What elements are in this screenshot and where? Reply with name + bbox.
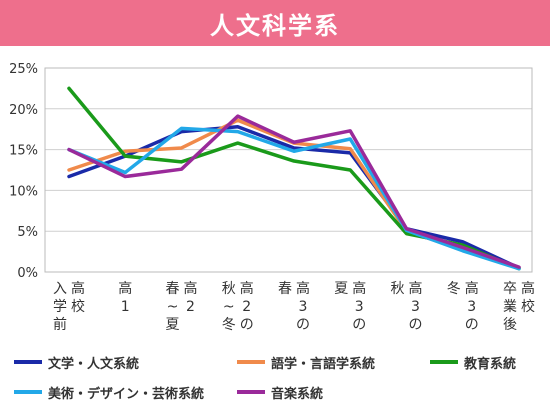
legend-label: 音楽系統 — [271, 386, 324, 402]
legend-swatch — [237, 390, 265, 394]
x-tick-label: 冬高 3 の — [447, 280, 479, 333]
legend-item: 教育系統 — [430, 352, 516, 372]
legend-label: 美術・デザイン・芸術系統 — [48, 386, 205, 402]
svg-text:校: 校 — [521, 298, 535, 315]
x-tick-label: 入学前 高校 — [53, 280, 85, 333]
legend-label: 文学・人文系統 — [48, 356, 140, 372]
legend-swatch — [14, 390, 42, 394]
svg-text:秋: 秋 — [391, 281, 405, 297]
svg-text:秋: 秋 — [222, 281, 236, 297]
svg-text:学: 学 — [53, 299, 67, 315]
svg-text:業: 業 — [503, 299, 517, 315]
legend-item: 音楽系統 — [237, 382, 323, 402]
svg-text:春: 春 — [166, 281, 180, 297]
svg-text:高: 高 — [184, 280, 198, 297]
svg-text:入: 入 — [53, 281, 67, 297]
svg-text:高: 高 — [352, 280, 366, 297]
svg-text:2: 2 — [242, 299, 251, 315]
svg-text:~: ~ — [167, 299, 179, 315]
svg-text:前: 前 — [53, 316, 67, 333]
x-tick-label: 高1 — [118, 280, 132, 315]
svg-text:3: 3 — [411, 299, 420, 315]
x-tick-label: 春 ~ 夏 高 2 — [166, 280, 198, 333]
legend-swatch — [14, 360, 42, 364]
svg-text:冬: 冬 — [447, 281, 461, 297]
title-bar: 人文科学系 — [0, 0, 550, 46]
svg-text:夏: 夏 — [166, 317, 180, 333]
svg-text:の: の — [240, 317, 254, 333]
legend-label: 語学・言語学系統 — [271, 356, 376, 372]
x-tick-label: 秋 ~ 冬 高 2 の — [222, 280, 254, 333]
svg-text:の: の — [409, 317, 423, 333]
legend: 文学・人文系統 語学・言語学系統 教育系統美術・デザイン・芸術系統 音楽系統 — [0, 342, 550, 419]
svg-text:高: 高 — [71, 280, 85, 297]
svg-text:3: 3 — [355, 299, 364, 315]
x-tick-label: 夏高 3 の — [334, 280, 366, 333]
svg-text:後: 後 — [503, 317, 517, 333]
svg-text:卒: 卒 — [503, 281, 517, 297]
y-tick-label: 5% — [17, 225, 38, 240]
y-tick-label: 15% — [9, 144, 38, 159]
legend-swatch — [237, 360, 265, 364]
x-tick-label: 卒業後 高校 — [503, 280, 535, 333]
svg-text:2: 2 — [186, 299, 195, 315]
svg-text:夏: 夏 — [334, 281, 348, 297]
x-tick-label: 春高 3 の — [278, 280, 310, 333]
svg-text:高: 高 — [409, 280, 423, 297]
svg-text:~: ~ — [223, 299, 235, 315]
series-line — [67, 114, 521, 269]
svg-text:の: の — [465, 317, 479, 333]
svg-text:の: の — [296, 317, 310, 333]
svg-text:3: 3 — [299, 299, 308, 315]
svg-text:の: の — [352, 317, 366, 333]
y-tick-label: 0% — [17, 266, 38, 281]
svg-text:高: 高 — [465, 280, 479, 297]
chart-title: 人文科学系 — [210, 11, 340, 40]
y-tick-label: 20% — [9, 103, 38, 118]
series-line — [67, 86, 521, 271]
svg-text:高: 高 — [240, 280, 254, 297]
legend-item: 文学・人文系統 — [14, 352, 139, 372]
y-tick-label: 10% — [9, 184, 38, 199]
svg-text:春: 春 — [278, 281, 292, 297]
series-line — [67, 126, 521, 271]
x-tick-label: 秋高 3 の — [391, 280, 423, 333]
svg-text:高: 高 — [118, 280, 132, 297]
svg-text:校: 校 — [71, 298, 85, 315]
legend-item: 美術・デザイン・芸術系統 — [14, 382, 204, 402]
svg-text:高: 高 — [296, 280, 310, 297]
legend-swatch — [430, 360, 458, 364]
plot-frame — [44, 67, 533, 273]
line-chart: 0%5%10%15%20%25%入学前高校高1春~夏高2秋~冬高2の春 高3の夏高… — [9, 62, 535, 333]
svg-text:冬: 冬 — [222, 317, 236, 333]
svg-text:1: 1 — [121, 299, 130, 315]
svg-text:高: 高 — [521, 280, 535, 297]
legend-label: 教育系統 — [464, 356, 517, 372]
svg-text:3: 3 — [467, 299, 476, 315]
y-tick-label: 25% — [9, 62, 38, 77]
series-line — [67, 125, 521, 270]
legend-item: 語学・言語学系統 — [237, 352, 375, 372]
